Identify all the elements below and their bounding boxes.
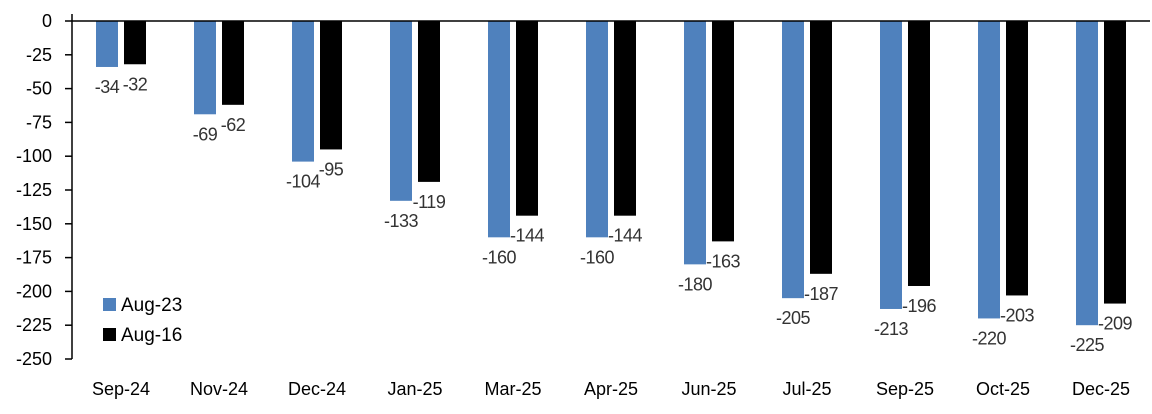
bar-aug-23 xyxy=(684,21,706,265)
bar-aug-23 xyxy=(194,21,216,115)
data-label: -62 xyxy=(221,115,246,135)
bar-aug-16 xyxy=(320,21,342,150)
data-label: -119 xyxy=(413,192,446,212)
bar-aug-23 xyxy=(1076,21,1098,326)
y-tick-label: -225 xyxy=(16,315,52,335)
bar-aug-16 xyxy=(124,21,146,65)
bar-aug-23 xyxy=(96,21,118,67)
bar-aug-16 xyxy=(222,21,244,105)
bar-aug-23 xyxy=(880,21,902,309)
x-tick-label: Jan-25 xyxy=(387,379,442,399)
y-tick-label: -100 xyxy=(16,146,52,166)
data-label: -133 xyxy=(384,211,419,231)
data-label: -225 xyxy=(1070,335,1105,355)
data-label: -196 xyxy=(902,296,937,316)
data-label: -163 xyxy=(706,251,741,271)
x-tick-label: Dec-25 xyxy=(1072,379,1130,399)
y-tick-label: -200 xyxy=(16,281,52,301)
bar-aug-23 xyxy=(488,21,510,238)
bar-aug-23 xyxy=(390,21,412,201)
x-tick-label: Dec-24 xyxy=(288,379,346,399)
data-label: -32 xyxy=(123,74,148,94)
bar-aug-23 xyxy=(292,21,314,162)
legend-swatch-aug-23 xyxy=(103,298,116,311)
y-tick-label: -250 xyxy=(16,349,52,369)
data-label: -144 xyxy=(510,226,545,246)
x-tick-label: Mar-25 xyxy=(484,379,541,399)
data-label: -95 xyxy=(319,159,344,179)
data-label: -104 xyxy=(286,172,321,192)
data-label: -160 xyxy=(580,247,615,267)
data-label: -69 xyxy=(193,124,218,144)
bar-aug-23 xyxy=(782,21,804,299)
data-label: -144 xyxy=(608,226,643,246)
data-label: -213 xyxy=(874,319,909,339)
bar-aug-23 xyxy=(978,21,1000,319)
data-label: -203 xyxy=(1000,305,1035,325)
data-label: -34 xyxy=(95,77,120,97)
data-label: -220 xyxy=(972,328,1007,348)
y-tick-label: -150 xyxy=(16,214,52,234)
bar-aug-16 xyxy=(810,21,832,274)
data-label: -209 xyxy=(1098,314,1133,334)
legend-swatch-aug-16 xyxy=(103,328,116,341)
bar-aug-16 xyxy=(1104,21,1126,304)
x-tick-label: Nov-24 xyxy=(190,379,248,399)
bar-aug-16 xyxy=(712,21,734,242)
y-tick-label: -125 xyxy=(16,180,52,200)
legend-label: Aug-16 xyxy=(121,325,182,346)
x-tick-label: Jul-25 xyxy=(782,379,831,399)
y-tick-label: -50 xyxy=(26,79,52,99)
bar-aug-16 xyxy=(516,21,538,216)
x-tick-label: Oct-25 xyxy=(976,379,1030,399)
x-tick-label: Jun-25 xyxy=(681,379,736,399)
y-tick-label: -175 xyxy=(16,248,52,268)
data-label: -205 xyxy=(776,308,811,328)
data-label: -160 xyxy=(482,247,517,267)
x-tick-label: Sep-24 xyxy=(92,379,150,399)
bar-aug-16 xyxy=(908,21,930,286)
bar-aug-16 xyxy=(614,21,636,216)
data-label: -180 xyxy=(678,274,713,294)
x-tick-label: Sep-25 xyxy=(876,379,934,399)
legend-label: Aug-23 xyxy=(121,295,182,316)
y-tick-label: -25 xyxy=(26,45,52,65)
x-tick-label: Apr-25 xyxy=(584,379,638,399)
data-label: -187 xyxy=(804,284,839,304)
bar-aug-16 xyxy=(1006,21,1028,296)
y-tick-label: -75 xyxy=(26,112,52,132)
bar-aug-16 xyxy=(418,21,440,182)
y-tick-label: 0 xyxy=(42,11,52,31)
bar-aug-23 xyxy=(586,21,608,238)
